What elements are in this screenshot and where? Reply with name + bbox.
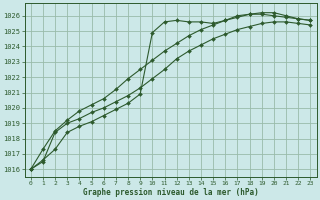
X-axis label: Graphe pression niveau de la mer (hPa): Graphe pression niveau de la mer (hPa) [83,188,259,197]
